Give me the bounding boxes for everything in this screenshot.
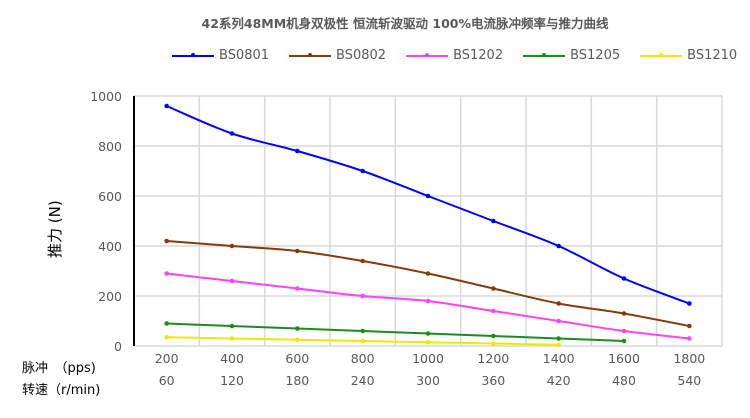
y-tick-label: 400 — [98, 239, 122, 254]
data-point-BS0801 — [229, 131, 235, 136]
data-point-BS1205 — [295, 326, 300, 331]
x-axis-label-speed: 转速（r/min) — [22, 383, 101, 398]
data-point-BS0801 — [687, 301, 692, 306]
data-point-BS1205 — [229, 323, 235, 329]
x-axis-label-pulse: 脉冲 （pps) — [22, 361, 96, 376]
data-point-BS1202 — [687, 336, 692, 341]
y-tick-label: 200 — [98, 289, 122, 304]
legend-label: BS1205 — [570, 48, 621, 63]
data-point-BS1210 — [425, 339, 431, 345]
legend-label: BS0801 — [219, 48, 270, 63]
x-tick-label-speed: 120 — [220, 373, 244, 388]
data-point-BS1205 — [360, 328, 365, 334]
data-point-BS0801 — [491, 218, 496, 224]
data-point-BS1210 — [295, 337, 300, 343]
data-point-BS0802 — [556, 301, 561, 306]
data-point-BS1202 — [295, 286, 300, 291]
data-point-BS1205 — [425, 331, 431, 336]
legend-swatch — [523, 53, 566, 57]
x-tick-label: 1800 — [673, 351, 705, 366]
y-tick-label: 0 — [114, 339, 122, 354]
legend-swatch — [640, 53, 683, 57]
legend-item-BS0802: BS0802 — [289, 48, 386, 63]
data-point-BS0801 — [360, 168, 365, 174]
legend-swatch — [289, 53, 332, 57]
series-line-BS1202 — [166, 272, 690, 340]
x-tick-label-speed: 60 — [159, 373, 175, 388]
legend-item-BS1202: BS1202 — [406, 48, 503, 63]
x-tick-label: 1000 — [412, 351, 444, 366]
data-point-BS0802 — [164, 238, 169, 244]
x-tick-label: 1600 — [608, 351, 640, 366]
legend-swatch — [406, 53, 449, 57]
legend-label: BS1202 — [453, 48, 504, 63]
x-tick-label-speed: 480 — [612, 373, 636, 388]
data-point-BS0802 — [295, 248, 300, 254]
y-tick-label: 1000 — [90, 89, 122, 104]
data-point-BS0801 — [425, 193, 431, 199]
chart-title: 42系列48MM机身双极性 恒流斩波驱动 100%电流脉冲频率与推力曲线 — [201, 16, 609, 31]
data-point-BS1210 — [556, 342, 561, 348]
x-tick-label: 1200 — [477, 351, 509, 366]
x-tick-label-speed: 420 — [547, 373, 571, 388]
x-tick-label: 200 — [155, 351, 179, 366]
x-tick-label-speed: 180 — [285, 373, 309, 388]
data-point-BS0801 — [621, 276, 627, 281]
data-point-BS0801 — [295, 148, 300, 154]
data-point-BS0802 — [491, 286, 496, 291]
data-point-BS1202 — [360, 293, 365, 299]
data-point-BS1205 — [621, 338, 627, 344]
data-point-BS0801 — [164, 103, 169, 109]
x-tick-label-speed: 300 — [416, 373, 440, 388]
data-point-BS1202 — [491, 308, 496, 314]
x-tick-label-speed: 240 — [351, 373, 375, 388]
data-point-BS1210 — [360, 338, 365, 344]
x-tick-label: 600 — [285, 351, 309, 366]
x-tick-label: 800 — [351, 351, 375, 366]
data-point-BS1202 — [556, 318, 561, 324]
y-tick-label: 600 — [98, 189, 122, 204]
series-line-BS1205 — [166, 322, 625, 342]
legend-label: BS0802 — [336, 48, 387, 63]
data-point-BS1210 — [491, 341, 496, 346]
x-tick-label: 400 — [220, 351, 244, 366]
data-point-BS0802 — [360, 258, 365, 264]
legend-item-BS1210: BS1210 — [640, 48, 737, 63]
data-point-BS1202 — [425, 298, 431, 304]
data-point-BS0801 — [556, 243, 561, 249]
data-point-BS0802 — [621, 311, 627, 316]
data-point-BS1202 — [229, 278, 235, 284]
legend-swatch — [172, 53, 214, 57]
data-point-BS1205 — [164, 321, 169, 326]
data-point-BS1210 — [164, 334, 169, 340]
data-point-BS0802 — [229, 243, 235, 249]
data-point-BS1205 — [491, 333, 496, 339]
legend-item-BS1205: BS1205 — [523, 48, 620, 63]
legend-label: BS1210 — [687, 48, 738, 63]
x-tick-label-speed: 540 — [677, 373, 701, 388]
data-point-BS1205 — [556, 336, 561, 341]
data-point-BS1202 — [621, 328, 627, 334]
data-point-BS0802 — [687, 323, 692, 329]
data-point-BS0802 — [425, 271, 431, 276]
data-point-BS1202 — [164, 271, 169, 276]
data-point-BS1210 — [229, 336, 235, 341]
x-tick-label-speed: 360 — [481, 373, 505, 388]
y-tick-label: 800 — [98, 139, 122, 154]
legend: BS0801 BS0802 BS1202 BS1205 BS1210 — [172, 48, 750, 63]
legend-item-BS0801: BS0801 — [172, 48, 269, 63]
x-tick-label: 1400 — [543, 351, 575, 366]
